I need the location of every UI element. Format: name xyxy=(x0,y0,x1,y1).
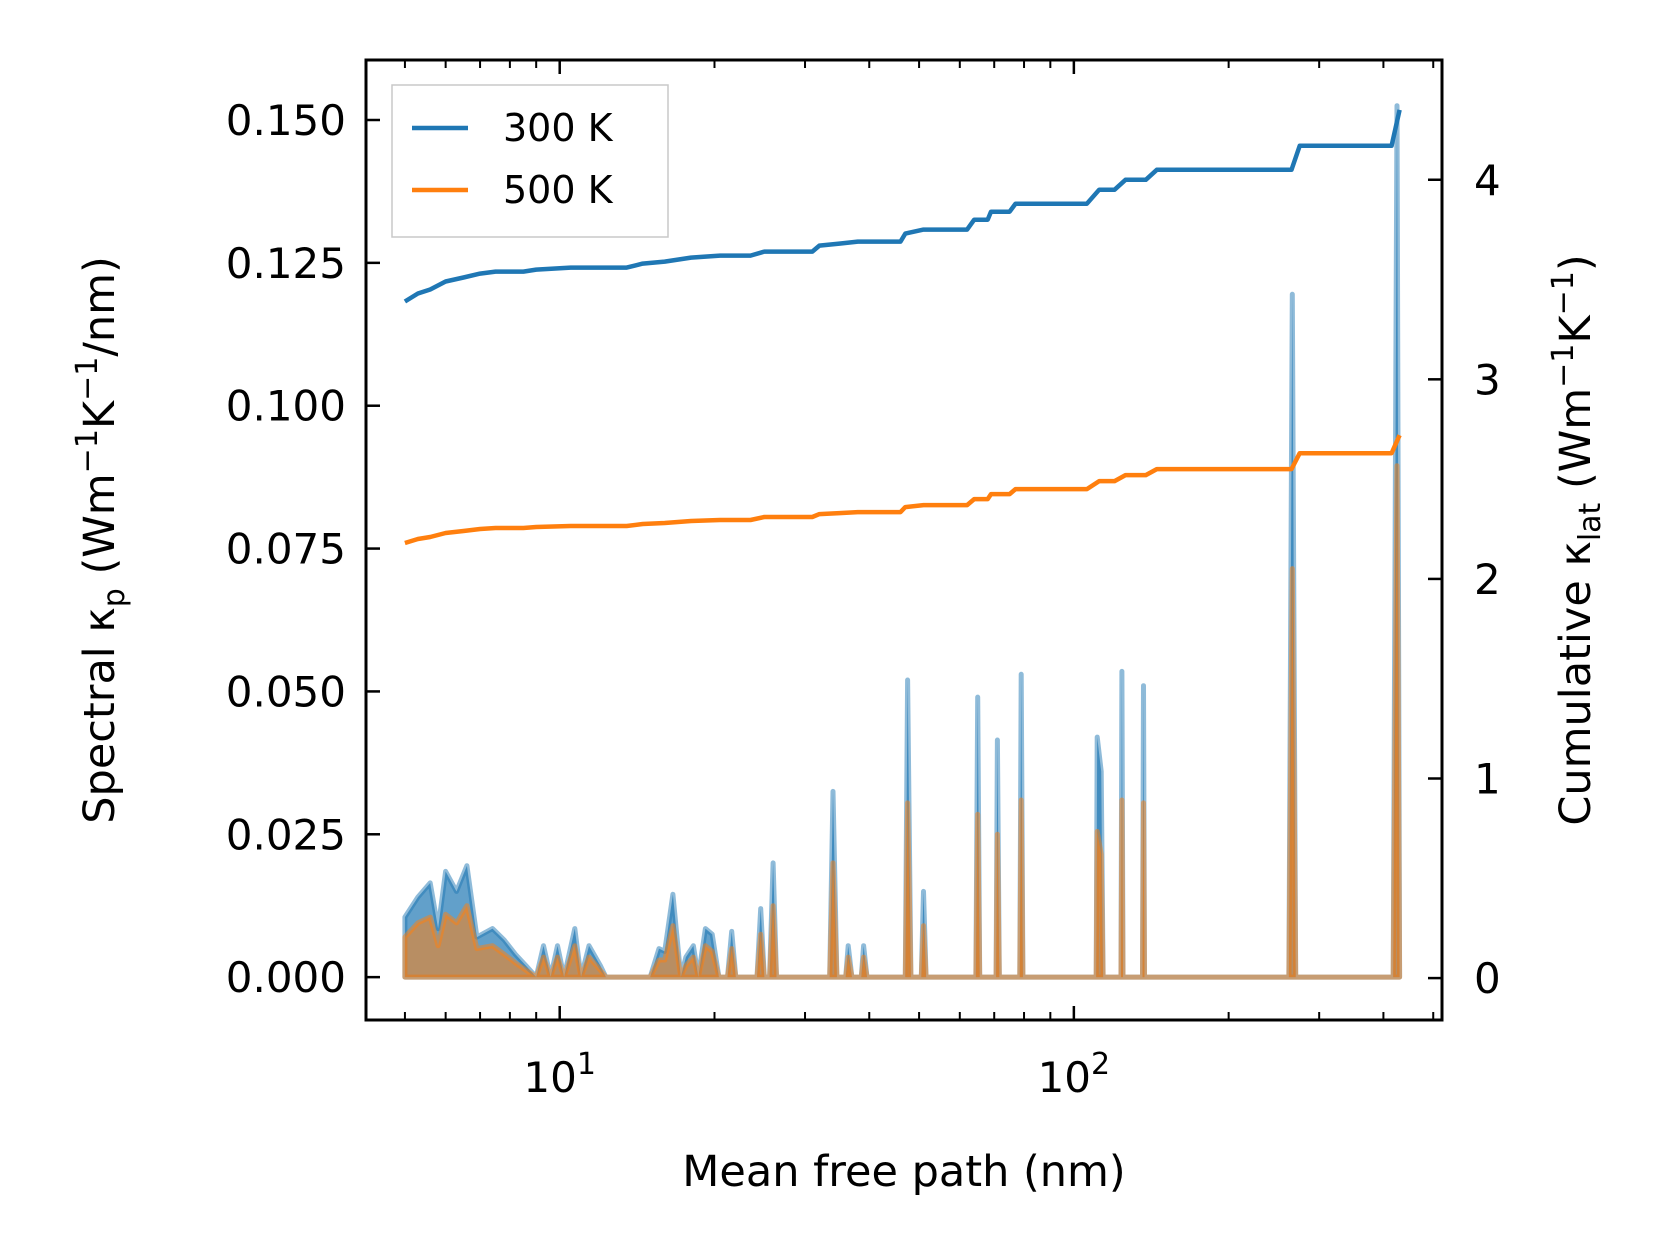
left-title-end: /nm) xyxy=(75,256,125,356)
right-title-sup1: −1 xyxy=(1546,344,1581,388)
cumulative-line-500k xyxy=(404,434,1402,546)
left-title-sub: p xyxy=(97,588,132,607)
left-title-sup1: −1 xyxy=(70,429,105,473)
left-tick-labels: 0.000 0.025 0.050 0.075 0.100 0.125 0.150 xyxy=(226,96,346,1002)
left-tick-label: 0.025 xyxy=(226,810,346,859)
left-title-unit: (Wm xyxy=(75,473,125,588)
left-title-sup2: −1 xyxy=(70,357,105,401)
right-tick-labels: 0 1 2 3 4 xyxy=(1474,156,1501,1003)
left-tick-label: 0.000 xyxy=(226,953,346,1002)
x-axis-title: Mean free path (nm) xyxy=(682,1147,1125,1197)
right-title-end: ) xyxy=(1551,254,1601,271)
right-tick-label: 2 xyxy=(1474,555,1501,604)
left-title-k: K xyxy=(75,399,125,429)
right-title-main: Cumulative κ xyxy=(1551,541,1601,825)
spectral-area-500k xyxy=(402,463,1403,980)
axis-ticks xyxy=(366,60,1442,1020)
right-title-k: K xyxy=(1551,314,1601,344)
right-tick-label: 1 xyxy=(1474,755,1501,804)
legend-label-500k: 500 K xyxy=(503,168,614,212)
right-tick-label: 4 xyxy=(1474,156,1501,205)
right-tick-label: 3 xyxy=(1474,355,1501,404)
left-axis-title: Spectral κp (Wm−1K−1/nm) xyxy=(70,256,132,824)
legend: 300 K 500 K xyxy=(391,84,669,238)
left-tick-label: 0.050 xyxy=(226,667,346,716)
right-title-sup2: −1 xyxy=(1546,271,1581,315)
spectral-fill-layer xyxy=(402,103,1403,980)
right-tick-label: 0 xyxy=(1474,954,1501,1003)
series-line-layer xyxy=(403,109,1402,546)
plot-frame xyxy=(364,58,1444,1022)
right-title-unit: (Wm xyxy=(1551,388,1601,503)
left-tick-label: 0.075 xyxy=(226,525,346,574)
right-title-sub: lat xyxy=(1573,502,1608,541)
left-tick-label: 0.125 xyxy=(226,239,346,288)
cumulative-line-300k xyxy=(403,109,1402,304)
legend-label-300k: 300 K xyxy=(503,106,614,150)
x-tick-label: 102 xyxy=(1038,1047,1111,1102)
left-title-main: Spectral κ xyxy=(75,607,125,824)
x-tick-label: 101 xyxy=(523,1047,596,1102)
legend-box xyxy=(391,84,669,238)
left-tick-label: 0.150 xyxy=(226,96,346,145)
x-tick-labels: 101 102 xyxy=(523,1047,1110,1102)
right-axis-title: Cumulative κlat (Wm−1K−1) xyxy=(1546,254,1608,825)
plot-area xyxy=(402,103,1403,980)
left-tick-label: 0.100 xyxy=(226,382,346,431)
